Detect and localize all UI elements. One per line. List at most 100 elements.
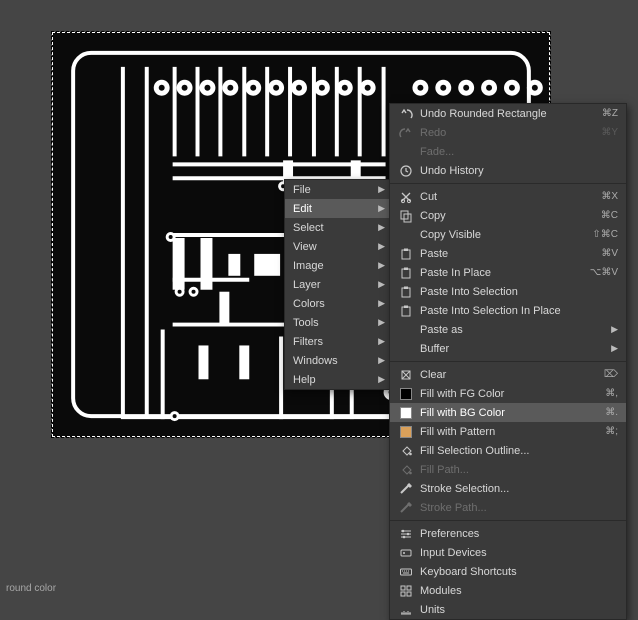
menu-item-cut[interactable]: Cut⌘X: [390, 187, 626, 206]
shortcut-label: ⌘Z: [590, 108, 618, 119]
stroke-icon: [398, 500, 414, 516]
menu-separator: [390, 520, 626, 521]
chevron-right-icon: ▶: [378, 317, 385, 328]
menu-item-preferences[interactable]: Preferences: [390, 524, 626, 543]
menu-label: Keyboard Shortcuts: [420, 566, 517, 578]
shortcut-label: ⌘Y: [589, 127, 618, 138]
menu-item-colors[interactable]: Colors ▶: [285, 294, 393, 313]
copy-icon: [398, 208, 414, 224]
menu-label: Help: [293, 374, 316, 386]
menu-label: Copy Visible: [420, 229, 481, 241]
menu-item-fill-with-fg-color[interactable]: Fill with FG Color ⌘,: [390, 384, 626, 403]
menu-item-units[interactable]: Units: [390, 600, 626, 619]
menu-item-stroke-path: Stroke Path...: [390, 498, 626, 517]
menu-label: Copy: [420, 210, 446, 222]
chevron-right-icon: ▶: [378, 203, 385, 214]
chevron-right-icon: ▶: [611, 324, 618, 335]
redo-icon: [398, 125, 414, 141]
menu-label: Modules: [420, 585, 462, 597]
menu-label: Paste In Place: [420, 267, 491, 279]
menu-item-paste-as[interactable]: Paste as ▶: [390, 320, 626, 339]
menu-label: Units: [420, 604, 445, 616]
undo-icon: [398, 106, 414, 122]
menu-label: Paste Into Selection In Place: [420, 305, 561, 317]
menu-item-keyboard-shortcuts[interactable]: Keyboard Shortcuts: [390, 562, 626, 581]
menu-item-redo: Redo⌘Y: [390, 123, 626, 142]
menu-label: Paste as: [420, 324, 463, 336]
menu-label: Fill with Pattern: [420, 426, 495, 438]
chevron-right-icon: ▶: [378, 279, 385, 290]
context-menu-edit[interactable]: Undo Rounded Rectangle⌘ZRedo⌘Y Fade... Und…: [389, 103, 627, 620]
chevron-right-icon: ▶: [378, 298, 385, 309]
chevron-right-icon: ▶: [378, 336, 385, 347]
keyboard-icon: [398, 564, 414, 580]
history-icon: [398, 163, 414, 179]
menu-item-modules[interactable]: Modules: [390, 581, 626, 600]
menu-label: Paste Into Selection: [420, 286, 518, 298]
prefs-icon: [398, 526, 414, 542]
menu-item-paste-into-selection[interactable]: Paste Into Selection: [390, 282, 626, 301]
menu-item-copy-visible[interactable]: Copy Visible ⇧⌘C: [390, 225, 626, 244]
chevron-right-icon: ▶: [378, 374, 385, 385]
chevron-right-icon: ▶: [378, 241, 385, 252]
menu-label: Fill with FG Color: [420, 388, 504, 400]
menu-item-buffer[interactable]: Buffer▶: [390, 339, 626, 358]
menu-label: Colors: [293, 298, 325, 310]
menu-item-copy[interactable]: Copy ⌘C: [390, 206, 626, 225]
color-swatch: [400, 407, 412, 419]
menu-separator: [390, 361, 626, 362]
menu-item-select[interactable]: Select▶: [285, 218, 393, 237]
menu-item-stroke-selection[interactable]: Stroke Selection...: [390, 479, 626, 498]
pasteplace-icon: [398, 265, 414, 281]
menu-label: Buffer: [420, 343, 449, 355]
menu-item-help[interactable]: Help ▶: [285, 370, 393, 389]
modules-icon: [398, 583, 414, 599]
stroke-icon: [398, 481, 414, 497]
menu-item-fill-path: Fill Path...: [390, 460, 626, 479]
shortcut-label: ⌦: [592, 369, 618, 380]
menu-label: Windows: [293, 355, 338, 367]
menu-label: Clear: [420, 369, 446, 381]
color-swatch: [400, 388, 412, 400]
menu-item-paste-into-selection-in-place[interactable]: Paste Into Selection In Place: [390, 301, 626, 320]
shortcut-label: ⇧⌘C: [580, 229, 618, 240]
menu-label: Edit: [293, 203, 312, 215]
shortcut-label: ⌘,: [593, 388, 618, 399]
menu-label: Stroke Path...: [420, 502, 487, 514]
menu-item-edit[interactable]: Edit ▶: [285, 199, 393, 218]
menu-item-filters[interactable]: Filters▶: [285, 332, 393, 351]
menu-item-layer[interactable]: Layer ▶: [285, 275, 393, 294]
none-icon: [398, 227, 414, 243]
menu-label: Fade...: [420, 146, 454, 158]
shortcut-label: ⌘.: [593, 407, 618, 418]
menu-label: File: [293, 184, 311, 196]
menu-item-input-devices[interactable]: Input Devices: [390, 543, 626, 562]
menu-label: Undo History: [420, 165, 484, 177]
menu-item-undo-history[interactable]: Undo History: [390, 161, 626, 180]
units-icon: [398, 602, 414, 618]
menu-item-fill-selection-outline[interactable]: Fill Selection Outline...: [390, 441, 626, 460]
menu-item-fill-with-pattern[interactable]: Fill with Pattern ⌘;: [390, 422, 626, 441]
none-icon: [398, 322, 414, 338]
paste-icon: [398, 246, 414, 262]
menu-item-image[interactable]: Image▶: [285, 256, 393, 275]
menu-label: Layer: [293, 279, 321, 291]
menu-item-view[interactable]: View ▶: [285, 237, 393, 256]
menu-label: View: [293, 241, 317, 253]
bucket-icon: [398, 462, 414, 478]
menu-item-file[interactable]: File▶: [285, 180, 393, 199]
menu-label: Tools: [293, 317, 319, 329]
context-menu-main[interactable]: File▶Edit▶Select▶View▶Image▶Layer▶Colors…: [284, 179, 394, 390]
menu-item-tools[interactable]: Tools ▶: [285, 313, 393, 332]
shortcut-label: ⌘;: [593, 426, 618, 437]
bucket-icon: [398, 443, 414, 459]
menu-item-clear[interactable]: Clear ⌦: [390, 365, 626, 384]
menu-label: Fill Selection Outline...: [420, 445, 529, 457]
menu-item-paste-in-place[interactable]: Paste In Place⌥⌘V: [390, 263, 626, 282]
menu-item-fill-with-bg-color[interactable]: Fill with BG Color⌘.: [390, 403, 626, 422]
menu-item-undo-rounded-rectangle[interactable]: Undo Rounded Rectangle⌘Z: [390, 104, 626, 123]
color-swatch: [400, 426, 412, 438]
menu-item-windows[interactable]: Windows▶: [285, 351, 393, 370]
menu-item-paste[interactable]: Paste⌘V: [390, 244, 626, 263]
shortcut-label: ⌘C: [589, 210, 618, 221]
